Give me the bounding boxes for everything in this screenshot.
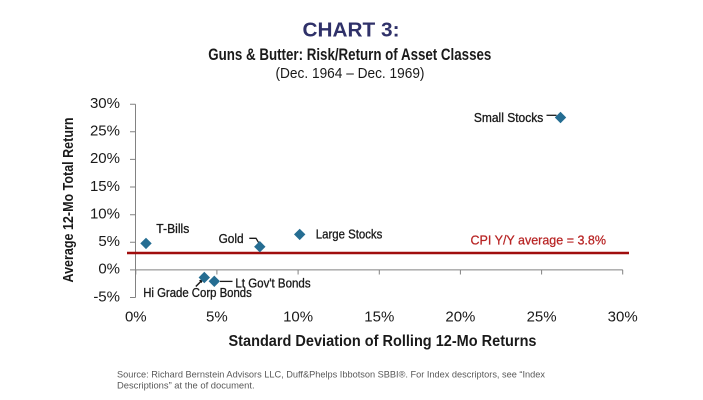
svg-text:Hi Grade Corp Bonds: Hi Grade Corp Bonds <box>143 286 252 300</box>
svg-text:Descriptions” at the of docume: Descriptions” at the of document. <box>117 380 255 391</box>
svg-text:0%: 0% <box>125 309 147 326</box>
svg-text:Standard Deviation of Rolling: Standard Deviation of Rolling 12-Mo Retu… <box>229 333 537 350</box>
svg-text:15%: 15% <box>364 309 394 326</box>
svg-text:5%: 5% <box>206 309 228 326</box>
svg-text:Large Stocks: Large Stocks <box>316 228 383 242</box>
svg-text:25%: 25% <box>527 309 557 326</box>
svg-text:Small Stocks: Small Stocks <box>474 111 543 125</box>
svg-text:15%: 15% <box>90 178 120 195</box>
svg-text:0%: 0% <box>98 261 120 278</box>
svg-text:CPI Y/Y average = 3.8%: CPI Y/Y average = 3.8% <box>471 232 607 247</box>
svg-text:(Dec. 1964 – Dec. 1969): (Dec. 1964 – Dec. 1969) <box>276 65 425 82</box>
svg-text:T-Bills: T-Bills <box>156 222 189 236</box>
svg-text:Source: Richard Bernstein Advi: Source: Richard Bernstein Advisors LLC, … <box>117 368 545 379</box>
svg-text:CHART 3:: CHART 3: <box>303 20 400 42</box>
svg-text:20%: 20% <box>445 309 475 326</box>
svg-text:30%: 30% <box>608 309 638 326</box>
svg-text:Gold: Gold <box>219 232 244 246</box>
svg-text:20%: 20% <box>90 150 120 167</box>
svg-text:10%: 10% <box>283 309 313 326</box>
svg-text:5%: 5% <box>98 233 120 250</box>
svg-text:Average 12-Mo Total Return: Average 12-Mo Total Return <box>61 118 77 283</box>
svg-text:25%: 25% <box>90 123 120 140</box>
svg-text:30%: 30% <box>90 95 120 112</box>
svg-text:-5%: -5% <box>93 288 120 305</box>
svg-text:10%: 10% <box>90 206 120 223</box>
svg-text:Lt Gov't Bonds: Lt Gov't Bonds <box>235 277 310 291</box>
svg-text:Guns & Butter: Risk/Return of: Guns & Butter: Risk/Return of Asset Clas… <box>208 46 491 64</box>
